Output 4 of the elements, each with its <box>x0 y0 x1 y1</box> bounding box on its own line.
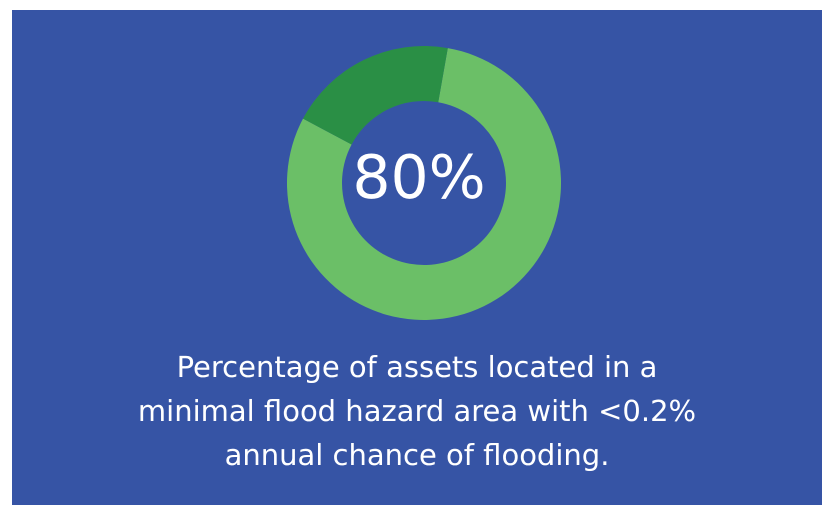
text: Percentage of assets located in a minimal flood hazard area with <0.2% annual chance of flooding. <box>136 349 698 474</box>
donut-slice <box>303 46 448 145</box>
donut-slice <box>287 48 561 320</box>
data-label: 80% <box>351 142 487 215</box>
